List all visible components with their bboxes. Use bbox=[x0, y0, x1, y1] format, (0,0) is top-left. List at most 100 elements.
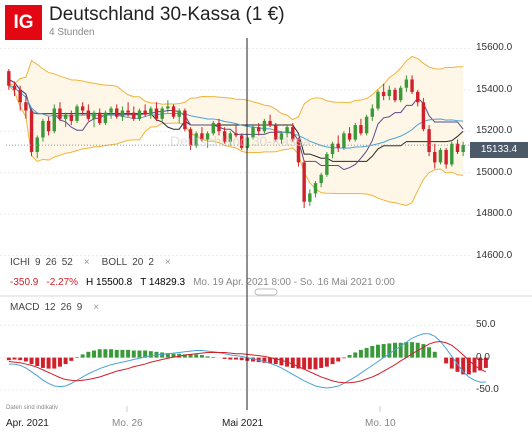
macd-histogram-bar bbox=[97, 349, 102, 358]
macd-histogram-bar bbox=[114, 349, 119, 358]
macd-histogram-bar bbox=[228, 357, 233, 360]
chart-title: Deutschland 30-Kassa (1 €) bbox=[49, 4, 285, 25]
candle-body bbox=[234, 133, 238, 136]
macd-histogram-bar bbox=[410, 342, 415, 358]
macd-histogram-bar bbox=[40, 357, 45, 368]
candle-body bbox=[398, 87, 403, 101]
macd-histogram-bar bbox=[330, 357, 335, 365]
price-tick-label: 15200.0 bbox=[476, 125, 513, 137]
macd-legend: MACD 12 26 9 × bbox=[10, 302, 111, 313]
candle-body bbox=[359, 125, 363, 134]
macd-histogram-bar bbox=[23, 357, 28, 362]
macd-param-2: 26 bbox=[60, 302, 72, 313]
macd-histogram-bar bbox=[358, 349, 363, 358]
macd-histogram-bar bbox=[12, 357, 17, 360]
macd-histogram-bar bbox=[143, 350, 148, 358]
candle-body bbox=[194, 133, 198, 146]
candle-body bbox=[183, 110, 187, 130]
candle-body bbox=[364, 116, 369, 134]
time-tick-label: Mo. 10 bbox=[365, 418, 396, 429]
macd-histogram-bar bbox=[324, 357, 329, 367]
candle-body bbox=[80, 106, 85, 111]
macd-histogram-bar bbox=[211, 356, 216, 358]
candle-body bbox=[347, 133, 352, 140]
boll-label[interactable]: BOLL bbox=[101, 257, 128, 268]
candle-body bbox=[52, 108, 56, 132]
candle-body bbox=[63, 114, 68, 119]
candle-body bbox=[29, 110, 34, 152]
candle-body bbox=[75, 106, 79, 121]
macd-histogram-bar bbox=[131, 350, 136, 358]
candle-body bbox=[46, 120, 51, 132]
macd-histogram-bar bbox=[398, 342, 403, 358]
macd-histogram-bar bbox=[313, 357, 318, 370]
candle-body bbox=[115, 108, 119, 117]
ichi-param-2: 26 bbox=[45, 257, 57, 268]
candle-body bbox=[18, 89, 22, 103]
candle-body bbox=[120, 110, 125, 117]
macd-histogram-bar bbox=[75, 356, 79, 358]
remove-ichi-icon[interactable]: × bbox=[83, 257, 90, 268]
ichi-label[interactable]: ICHI bbox=[10, 257, 30, 268]
macd-histogram-bar bbox=[461, 357, 466, 375]
candle-body bbox=[416, 91, 420, 103]
candle-body bbox=[7, 71, 11, 86]
date-range: Mo. 19 Apr. 2021 8:00 - So. 16 Mai 2021 … bbox=[193, 277, 395, 288]
macd-histogram-bar bbox=[109, 349, 114, 358]
candle-body bbox=[126, 110, 130, 113]
candle-body bbox=[109, 108, 113, 113]
candle-body bbox=[188, 129, 193, 146]
candle-body bbox=[143, 110, 147, 115]
candle-body bbox=[268, 120, 272, 126]
macd-histogram-bar bbox=[57, 357, 62, 367]
candle-body bbox=[325, 154, 329, 175]
candle-body bbox=[308, 193, 312, 202]
macd-histogram-bar bbox=[444, 357, 449, 364]
candle-body bbox=[69, 114, 74, 121]
candle-body bbox=[285, 127, 289, 134]
macd-histogram-bar bbox=[370, 346, 375, 358]
macd-histogram-bar bbox=[432, 351, 437, 358]
candle-body bbox=[251, 127, 255, 138]
disclaimer: Daten sind indikativ bbox=[6, 405, 59, 411]
candle-body bbox=[421, 102, 426, 130]
macd-histogram-bar bbox=[52, 357, 57, 369]
macd-histogram-bar bbox=[466, 357, 471, 375]
watermark: Deutschland 30-Kassa bbox=[170, 133, 311, 149]
candle-body bbox=[92, 112, 96, 119]
candle-body bbox=[41, 120, 45, 138]
candle-body bbox=[433, 152, 437, 163]
indicator-legend: ICHI 9 26 52 × BOLL 20 2 × bbox=[10, 257, 183, 268]
boll-param-1: 20 bbox=[132, 257, 144, 268]
macd-param-3: 9 bbox=[76, 302, 83, 313]
candle-body bbox=[171, 106, 176, 117]
candle-body bbox=[217, 122, 221, 132]
candle-body bbox=[427, 129, 431, 152]
candle-body bbox=[222, 131, 227, 142]
candle-body bbox=[239, 135, 244, 148]
macd-histogram-bar bbox=[273, 357, 278, 365]
candle-body bbox=[336, 143, 340, 148]
candle-body bbox=[404, 79, 409, 88]
macd-histogram-bar bbox=[171, 353, 176, 358]
macd-histogram-bar bbox=[302, 357, 307, 370]
candle-body bbox=[387, 89, 392, 97]
candle-body bbox=[353, 125, 357, 140]
timeframe-label[interactable]: 4 Stunden bbox=[49, 27, 95, 38]
macd-histogram-bar bbox=[80, 354, 85, 358]
macd-label[interactable]: MACD bbox=[10, 302, 40, 313]
candle-body bbox=[444, 149, 448, 165]
pane-resize-handle[interactable] bbox=[254, 288, 278, 296]
macd-tick-label: 0.0 bbox=[476, 351, 490, 363]
macd-histogram-bar bbox=[194, 354, 199, 358]
candle-body bbox=[376, 91, 380, 109]
macd-tick-label: 50.0 bbox=[476, 319, 496, 331]
remove-boll-icon[interactable]: × bbox=[164, 257, 171, 268]
macd-histogram-bar bbox=[188, 354, 193, 358]
macd-histogram-bar bbox=[239, 357, 244, 361]
candle-body bbox=[291, 127, 295, 140]
candle-body bbox=[58, 108, 62, 119]
candle-body bbox=[98, 112, 102, 123]
remove-macd-icon[interactable]: × bbox=[93, 302, 100, 313]
